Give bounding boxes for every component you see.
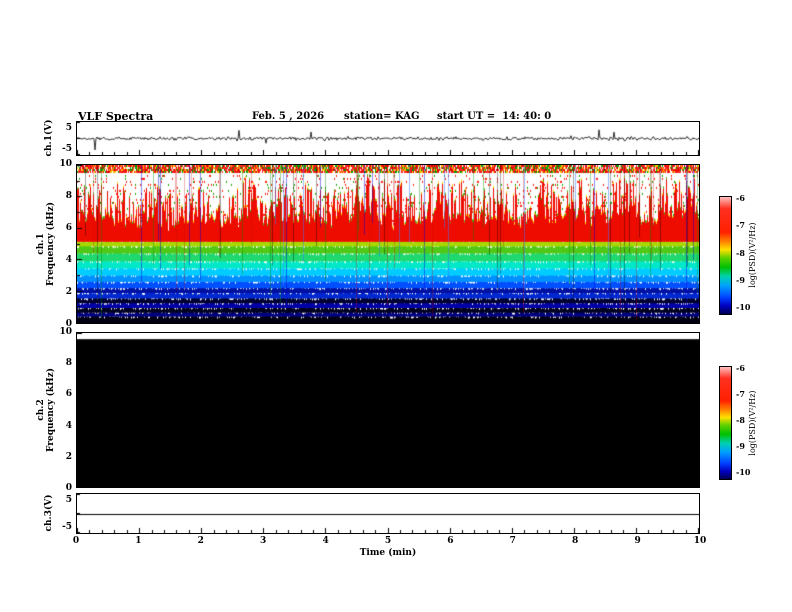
- ch2-colorbar: [719, 366, 732, 480]
- ch1-frequency-axis-label-line1: ch.1: [36, 233, 46, 255]
- x-tick-label: 6: [447, 536, 454, 546]
- colorbar-tick-label: -9: [736, 274, 745, 285]
- ch1-frequency-axis-label: ch.1 Frequency (kHz): [36, 202, 56, 286]
- y-tick-label: 8: [65, 191, 72, 201]
- colorbar-tick-label: -6: [736, 363, 745, 373]
- colorbar-tick-label: -6: [736, 193, 745, 203]
- ch3-waveform-y-ticks: 5 -5: [57, 493, 74, 534]
- y-tick-label: -5: [62, 144, 72, 154]
- colorbar-tick-label: -9: [736, 441, 745, 451]
- ch1-spectrogram-y-ticks: 10 8 6 4 2 0: [57, 159, 74, 329]
- ch2-frequency-axis-label-line2: Frequency (kHz): [46, 367, 56, 453]
- y-tick-label: 6: [65, 223, 72, 233]
- x-tick-label: 0: [72, 536, 80, 546]
- ch2-colorbar-ticks: -6 -7 -8 -9 -10: [734, 363, 758, 480]
- ch1-voltage-axis-label: ch.1(V): [44, 119, 54, 157]
- colorbar-tick-label: -8: [736, 247, 745, 258]
- colorbar-tick-label: -10: [736, 302, 751, 312]
- y-tick-label: 0: [65, 319, 72, 329]
- y-tick-label: 2: [65, 287, 72, 297]
- x-tick-label: 8: [572, 536, 579, 546]
- y-tick-label: 10: [59, 159, 72, 169]
- ch2-colorbar-unit-label: log(PSD)(V²/Hz): [748, 390, 757, 456]
- y-tick-label: 0: [65, 483, 72, 493]
- ch1-colorbar: [719, 196, 732, 315]
- y-tick-label: 5: [65, 495, 72, 505]
- colorbar-tick-label: -7: [736, 220, 745, 231]
- colorbar-tick-label: -8: [736, 415, 745, 425]
- x-tick-label: 3: [260, 536, 267, 546]
- ch1-waveform-canvas: [77, 122, 699, 155]
- y-tick-label: 4: [65, 420, 72, 431]
- colorbar-tick-label: -7: [736, 389, 745, 399]
- y-tick-label: -5: [62, 522, 72, 532]
- start-ut-label: start UT = 14: 40: 0: [437, 111, 552, 122]
- x-tick-label: 4: [322, 536, 329, 546]
- ch1-colorbar-ticks: -6 -7 -8 -9 -10: [734, 193, 758, 315]
- ch1-waveform-panel: [76, 121, 700, 156]
- y-tick-label: 8: [65, 358, 72, 369]
- ch3-voltage-axis-label: ch.3(V): [44, 494, 54, 532]
- x-tick-label: 7: [509, 536, 516, 546]
- y-tick-label: 4: [65, 255, 72, 265]
- x-axis-tick-labels: 0 1 2 3 4 5 6 7 8 9 10: [73, 536, 706, 548]
- y-tick-label: 6: [65, 389, 72, 400]
- ch2-spectrogram-panel: [76, 332, 700, 488]
- ch2-spectrogram-y-ticks: 10 8 6 4 2 0: [57, 327, 74, 493]
- ch1-waveform-y-ticks: 5 -5: [57, 121, 74, 156]
- page-title: VLF Spectra: [78, 110, 154, 123]
- ch2-spectrogram-canvas: [77, 333, 699, 487]
- ch3-waveform-canvas: [77, 494, 699, 533]
- y-tick-label: 10: [59, 327, 72, 337]
- y-tick-label: 2: [65, 451, 72, 462]
- ch1-frequency-axis-label-line2: Frequency (kHz): [46, 201, 56, 287]
- colorbar-tick-label: -10: [736, 467, 751, 477]
- ch1-spectrogram-panel: [76, 164, 700, 324]
- ch2-frequency-axis-label-line1: ch.2: [36, 399, 46, 421]
- x-tick-label: 5: [384, 536, 392, 546]
- y-tick-label: 5: [65, 123, 72, 133]
- time-axis-label: Time (min): [359, 548, 417, 558]
- ch2-frequency-axis-label: ch.2 Frequency (kHz): [36, 368, 56, 452]
- ch1-colorbar-unit-label: log(PSD)(V²/Hz): [748, 222, 757, 288]
- ch3-waveform-panel: [76, 493, 700, 534]
- x-tick-label: 10: [693, 536, 707, 546]
- x-tick-label: 9: [634, 536, 641, 546]
- x-tick-label: 1: [135, 536, 142, 546]
- date-label: Feb. 5 , 2026: [252, 111, 325, 122]
- ch1-spectrogram-canvas: [77, 165, 699, 323]
- station-label: station= KAG: [344, 111, 420, 122]
- x-tick-label: 2: [197, 536, 204, 546]
